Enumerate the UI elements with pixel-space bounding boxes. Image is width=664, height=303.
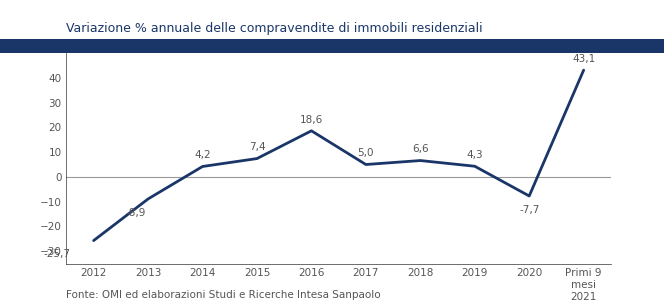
Text: 43,1: 43,1 <box>572 54 596 64</box>
Text: -25,7: -25,7 <box>44 249 71 259</box>
Text: Variazione % annuale delle compravendite di immobili residenziali: Variazione % annuale delle compravendite… <box>66 22 483 35</box>
Text: 7,4: 7,4 <box>248 142 266 152</box>
Text: 4,3: 4,3 <box>466 150 483 160</box>
Text: -7,7: -7,7 <box>519 205 539 215</box>
Text: Fonte: OMI ed elaborazioni Studi e Ricerche Intesa Sanpaolo: Fonte: OMI ed elaborazioni Studi e Ricer… <box>66 290 381 300</box>
Text: 6,6: 6,6 <box>412 145 429 155</box>
Text: 4,2: 4,2 <box>194 150 211 160</box>
Text: 18,6: 18,6 <box>299 115 323 125</box>
Text: -8,9: -8,9 <box>125 208 146 218</box>
Text: 5,0: 5,0 <box>358 148 374 158</box>
